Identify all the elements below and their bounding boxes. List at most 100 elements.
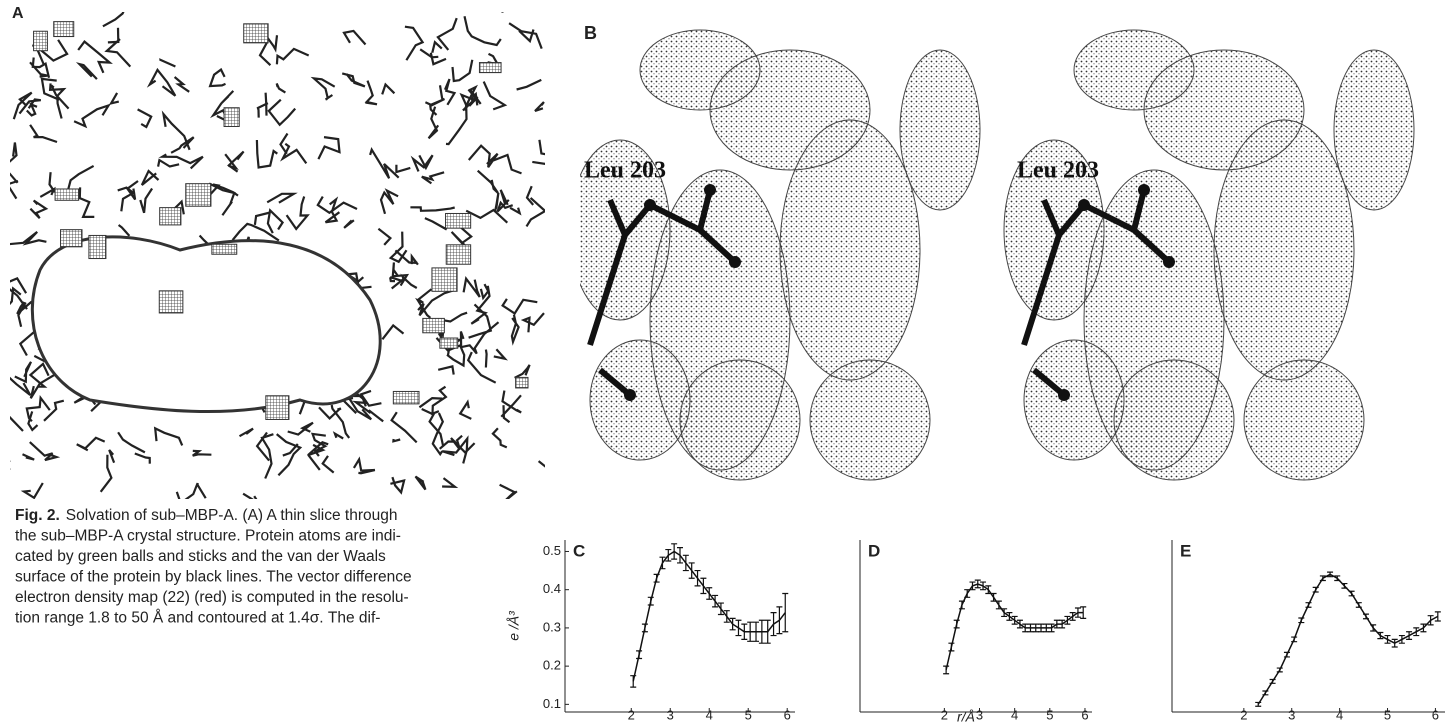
error-bar [665,548,672,562]
molecule-stick [146,67,177,97]
molecule-stick [242,492,258,499]
error-bar [1427,615,1434,626]
error-bar [1283,651,1290,658]
molecule-stick [514,364,531,379]
molecule-stick [18,98,41,115]
molecule-stick [458,399,472,420]
molecule-stick [10,142,19,184]
molecule-stick [520,312,545,333]
molecule-stick [66,164,95,194]
molecule-stick [462,276,481,298]
molecule-stick [253,211,271,226]
error-bar [1355,602,1362,608]
molecule-stick [29,199,49,219]
error-bar [694,569,701,587]
molecule-stick [394,249,418,264]
molecule-stick [125,180,139,201]
molecule-stick [501,390,522,414]
molecule-stick [532,139,545,166]
atom [1058,389,1070,401]
molecule-stick [287,421,314,436]
density-blob [439,337,459,349]
molecule-stick [347,396,373,421]
panel-label: E [1180,541,1191,560]
molecule-stick [28,362,50,388]
error-bar [1001,608,1008,618]
molecule-stick [493,348,508,361]
error-bar [1370,624,1377,632]
molecule-stick [390,411,418,444]
caption-line: cated by green balls and sticks and the … [15,548,386,565]
molecule-stick [29,441,61,462]
density-blob [445,212,472,229]
error-bar [770,612,777,637]
molecule-stick [107,27,120,44]
molecule-stick [496,199,514,213]
x-tick-label: 6 [1432,707,1439,722]
molecule-stick [508,22,543,49]
molecule-stick [256,102,269,118]
molecule-stick [263,33,279,53]
density-mesh [1073,29,1195,111]
error-bar [1341,582,1348,589]
error-bar [723,610,730,623]
molecule-stick [431,412,445,457]
x-tick-label: 3 [976,707,983,722]
molecule-stick [316,196,358,215]
molecule-stick [421,171,445,185]
error-bar [659,556,666,570]
panel-label: A [12,5,24,22]
molecule-stick [31,57,51,78]
error-bar [1420,623,1427,633]
molecule-stick [451,59,474,83]
density-blob [54,188,80,201]
error-bar [1312,586,1319,593]
x-tick-label: 4 [1336,707,1343,722]
molecule-stick [29,124,58,144]
molecule-stick [381,82,396,95]
error-bar [1377,631,1384,640]
x-tick-label: 4 [1011,707,1018,722]
error-bar [1064,615,1071,625]
molecule-stick [427,106,440,140]
molecule-stick [318,406,342,420]
molecule-stick [463,84,482,111]
density-blob [88,234,107,260]
error-bar [1334,575,1341,582]
molecule-stick [255,431,270,462]
molecule-stick [499,189,509,206]
molecule-stick [418,396,443,409]
molecule-stick [75,62,98,80]
molecule-stick [343,219,355,229]
error-bar [1384,634,1391,644]
residue-label: Leu 203 [1017,158,1099,184]
x-axis-label: r/Å [957,709,975,724]
molecule-stick [377,227,393,246]
molecule-stick [104,38,132,68]
molecule-stick [10,415,24,432]
error-bar [776,606,783,635]
molecule-stick [429,52,447,66]
density-mesh [809,359,931,481]
error-bar [1434,611,1441,622]
molecule-stick [482,81,508,111]
error-bar [677,547,683,564]
molecule-stick [404,25,425,61]
density-mesh [1243,359,1365,481]
molecule-stick [10,277,28,310]
molecule-stick [29,373,56,399]
caption-line: electron density map (22) (red) is compu… [15,589,409,606]
atom [1163,256,1175,268]
y-tick-label: 0.5 [543,543,561,558]
molecule-stick [462,96,479,112]
error-bar [948,642,955,652]
molecule-stick [279,132,289,155]
molecule-stick [392,438,401,443]
x-tick-label: 5 [745,707,752,722]
error-bar [1038,623,1045,633]
molecule-stick [421,408,445,447]
molecule-stick [419,48,439,59]
x-tick-label: 5 [1046,707,1053,722]
molecule-stick [317,136,341,160]
molecule-stick [10,286,22,306]
